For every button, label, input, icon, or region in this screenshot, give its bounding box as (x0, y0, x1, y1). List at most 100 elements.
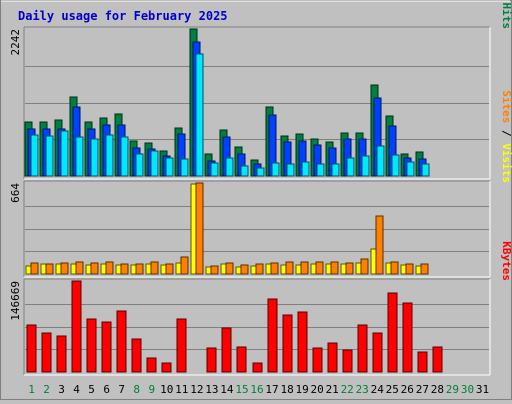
bar-pages-day-18 (286, 163, 295, 177)
legend-entry: Sites (500, 90, 512, 123)
day-label-4: 4 (73, 383, 80, 396)
bar-sites-day-5 (90, 262, 99, 275)
bar-sites-day-19 (300, 261, 309, 275)
bar-kbytes-day-10 (161, 362, 172, 373)
day-label-21: 21 (326, 383, 339, 396)
day-label-30: 30 (461, 383, 474, 396)
day-label-26: 26 (401, 383, 414, 396)
bar-kbytes-day-5 (86, 318, 97, 373)
day-label-20: 20 (310, 383, 323, 396)
bar-pages-day-11 (180, 158, 189, 177)
day-label-5: 5 (88, 383, 95, 396)
chart-title: Daily usage for February 2025 (18, 9, 228, 23)
max-label-pages-files-hits: 2242 (9, 29, 22, 56)
bar-kbytes-day-11 (176, 318, 187, 373)
bar-kbytes-day-8 (131, 338, 142, 373)
day-label-12: 12 (190, 383, 203, 396)
legend-entry: Hits (500, 3, 512, 30)
day-label-7: 7 (118, 383, 125, 396)
day-label-29: 29 (446, 383, 459, 396)
bar-pages-day-10 (165, 157, 174, 177)
day-label-10: 10 (160, 383, 173, 396)
bar-kbytes-day-16 (252, 362, 263, 373)
bar-kbytes-day-4 (71, 280, 82, 373)
bar-sites-day-15 (240, 264, 249, 275)
bar-kbytes-day-27 (417, 351, 428, 373)
bar-pages-day-5 (90, 138, 99, 177)
day-label-22: 22 (341, 383, 354, 396)
bar-sites-day-10 (165, 263, 174, 275)
bar-kbytes-day-24 (372, 332, 383, 373)
day-label-27: 27 (416, 383, 429, 396)
bar-sites-day-6 (105, 261, 114, 275)
bar-pages-day-13 (210, 162, 219, 177)
day-label-14: 14 (220, 383, 234, 396)
bar-pages-day-26 (406, 161, 415, 177)
bar-sites-day-22 (345, 262, 354, 275)
bar-pages-day-4 (75, 136, 84, 177)
bar-pages-day-7 (120, 136, 129, 177)
bar-sites-day-26 (405, 263, 414, 275)
day-label-11: 11 (175, 383, 188, 396)
day-label-19: 19 (295, 383, 308, 396)
bar-pages-day-8 (135, 153, 144, 177)
day-label-18: 18 (280, 383, 293, 396)
bar-pages-day-15 (240, 165, 249, 177)
legend-sites-visits: Sites / Visits (500, 90, 512, 183)
bar-pages-day-19 (301, 161, 310, 177)
bar-sites-day-9 (150, 261, 159, 275)
bar-pages-day-25 (391, 154, 400, 177)
bar-sites-day-21 (330, 261, 339, 275)
bar-sites-day-23 (360, 258, 369, 275)
max-label-kbytes: 146669 (9, 281, 22, 321)
bar-kbytes-day-15 (236, 346, 247, 373)
day-label-25: 25 (386, 383, 399, 396)
bar-pages-day-22 (346, 157, 355, 177)
bar-kbytes-day-7 (116, 310, 127, 373)
day-label-3: 3 (58, 383, 65, 396)
bar-sites-day-20 (315, 261, 324, 275)
bar-sites-day-4 (75, 261, 84, 275)
day-label-17: 17 (265, 383, 278, 396)
legend-pages-files-hits: Pages / Files / Hits (500, 0, 512, 29)
bar-kbytes-day-14 (221, 327, 232, 373)
bar-kbytes-day-22 (342, 349, 353, 373)
legend-entry: Visits (500, 143, 512, 183)
bar-pages-day-14 (225, 157, 234, 177)
day-label-9: 9 (148, 383, 155, 396)
day-label-1: 1 (28, 383, 35, 396)
bar-sites-day-17 (270, 262, 279, 275)
bar-kbytes-day-18 (282, 314, 293, 373)
bar-kbytes-day-3 (56, 335, 67, 373)
day-label-13: 13 (205, 383, 218, 396)
bar-sites-day-11 (180, 256, 189, 275)
bar-kbytes-day-17 (267, 298, 278, 373)
bar-kbytes-day-26 (402, 302, 413, 373)
bar-sites-day-13 (210, 265, 219, 275)
bar-sites-day-16 (255, 263, 264, 275)
bar-kbytes-day-25 (387, 292, 398, 373)
bar-pages-day-17 (271, 162, 280, 177)
bar-sites-day-3 (60, 262, 69, 275)
bar-sites-day-14 (225, 262, 234, 275)
bar-sites-day-25 (390, 261, 399, 275)
day-label-8: 8 (133, 383, 140, 396)
legend-entry: / (500, 123, 512, 143)
bar-pages-day-1 (30, 134, 39, 177)
day-label-6: 6 (103, 383, 110, 396)
bar-sites-day-24 (375, 215, 384, 275)
bar-pages-day-3 (60, 130, 69, 177)
day-label-16: 16 (250, 383, 263, 396)
legend-entry: KBytes (500, 241, 512, 281)
bar-kbytes-day-19 (297, 311, 308, 373)
bar-kbytes-day-13 (206, 347, 217, 373)
bar-kbytes-day-2 (41, 332, 52, 373)
bar-pages-day-21 (331, 163, 340, 177)
max-label-sites-visits: 664 (9, 183, 22, 203)
bar-pages-day-20 (316, 163, 325, 177)
bar-sites-day-1 (30, 262, 39, 275)
bar-kbytes-day-23 (357, 324, 368, 373)
bar-kbytes-day-21 (327, 342, 338, 373)
bar-sites-day-27 (420, 263, 429, 275)
